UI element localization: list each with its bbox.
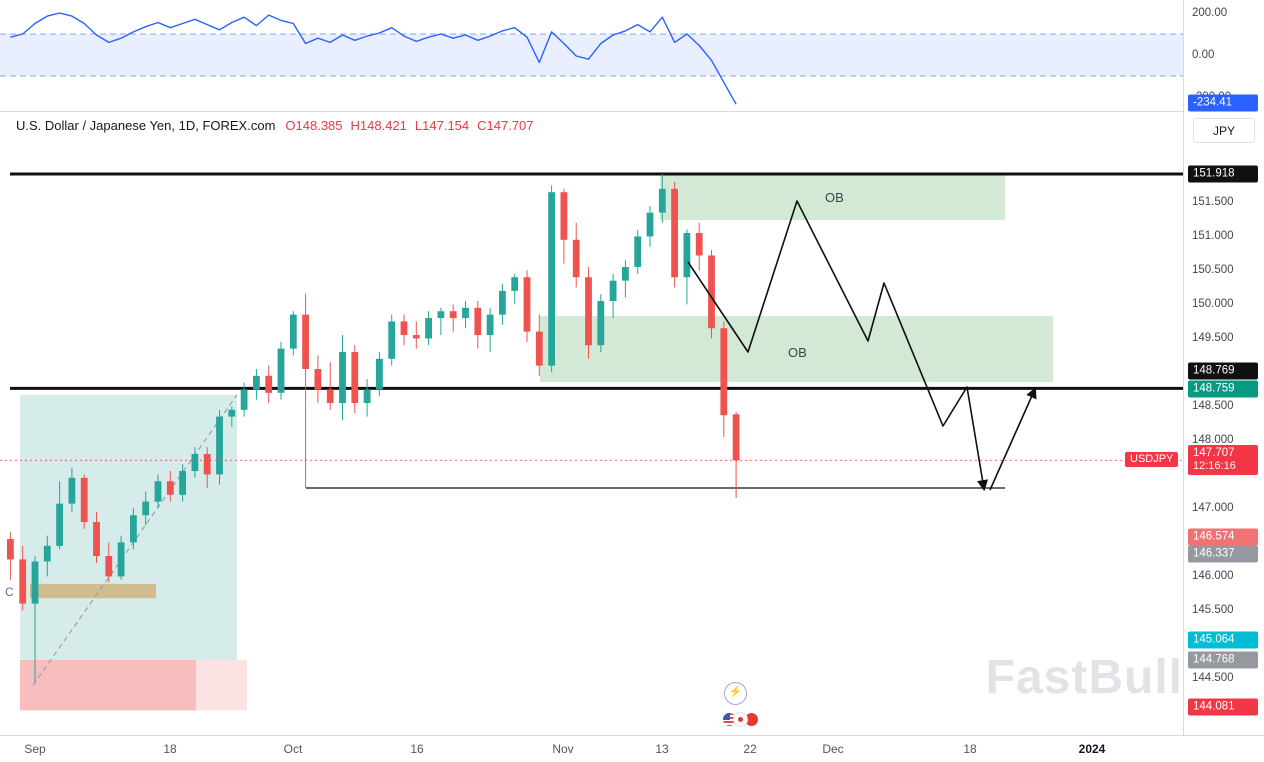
chart-legend: U.S. Dollar / Japanese Yen, 1D, FOREX.co… bbox=[16, 118, 542, 133]
price-axis-label: 150.000 bbox=[1192, 298, 1234, 311]
price-axis-label: 149.500 bbox=[1192, 332, 1234, 345]
price-axis-label: 148.000 bbox=[1192, 434, 1234, 447]
jp-flag-icon[interactable] bbox=[733, 712, 748, 727]
order-block-mid[interactable] bbox=[540, 315, 1053, 382]
time-axis-label: 2024 bbox=[1078, 742, 1106, 756]
price-line-symbol-tag: USDJPY bbox=[1125, 452, 1179, 468]
time-axis[interactable]: Sep 18 Oct 16 Nov 13 22 Dec 18 2024 bbox=[0, 735, 1264, 762]
time-axis-label: Dec bbox=[822, 742, 844, 756]
price-axis-badge: 146.574 bbox=[1188, 528, 1258, 546]
projection-path-up[interactable] bbox=[989, 386, 1037, 491]
price-axis[interactable]: JPY 200.000.00-200.00-234.41151.500151.0… bbox=[1183, 0, 1264, 735]
demand-zone[interactable] bbox=[20, 394, 237, 661]
price-axis-label: 151.500 bbox=[1192, 196, 1234, 209]
oscillator-chart[interactable] bbox=[0, 0, 1183, 112]
pane-separator[interactable] bbox=[0, 111, 1264, 112]
price-axis-label: 150.500 bbox=[1192, 264, 1234, 277]
fastbull-watermark: FastBull bbox=[985, 651, 1183, 704]
price-axis-label: 151.000 bbox=[1192, 230, 1234, 243]
price-axis-label: 146.000 bbox=[1192, 570, 1234, 583]
time-axis-label: 22 bbox=[743, 742, 757, 756]
price-axis-badge: 147.707 12:16:16 bbox=[1188, 445, 1258, 476]
time-axis-label: Oct bbox=[283, 742, 303, 756]
time-axis-label: Nov bbox=[552, 742, 574, 756]
time-axis-label: Sep bbox=[24, 742, 46, 756]
time-axis-label: 13 bbox=[655, 742, 669, 756]
ohlc-c: C147.707 bbox=[477, 118, 534, 133]
economic-event-lightning-icon[interactable]: ⚡ bbox=[724, 682, 747, 705]
stop-zone-ext[interactable] bbox=[196, 660, 247, 711]
economic-event-flags[interactable] bbox=[722, 712, 759, 727]
time-axis-label: 18 bbox=[963, 742, 977, 756]
ohlc-o: O148.385 bbox=[285, 118, 343, 133]
price-axis-label: 147.000 bbox=[1192, 502, 1234, 515]
order-block-top[interactable] bbox=[660, 174, 1005, 221]
left-edge-label: C bbox=[5, 585, 14, 599]
oscillator-line[interactable] bbox=[10, 12, 737, 105]
price-pane[interactable]: OB OB U.S. Dollar / Japanese Yen, 1D, FOR… bbox=[0, 112, 1183, 735]
stop-zone-main[interactable] bbox=[20, 660, 196, 711]
countdown-timer: 12:16:16 bbox=[1193, 460, 1236, 473]
price-axis-badge: 144.081 bbox=[1188, 698, 1258, 716]
ob-label: OB bbox=[788, 345, 807, 360]
indicator-pane[interactable] bbox=[0, 0, 1183, 112]
price-axis-badge: 144.768 bbox=[1188, 651, 1258, 669]
price-axis-badge: 148.759 bbox=[1188, 380, 1258, 398]
symbol-title: U.S. Dollar / Japanese Yen, 1D, FOREX.co… bbox=[16, 118, 276, 133]
candlestick-series[interactable] bbox=[7, 173, 740, 683]
price-axis-badge: 145.064 bbox=[1188, 631, 1258, 649]
candlestick-chart[interactable]: OB OB bbox=[0, 112, 1183, 735]
projection-path-down[interactable] bbox=[687, 200, 989, 492]
indicator-axis-label: 200.00 bbox=[1192, 7, 1228, 19]
price-axis-badge: 146.337 bbox=[1188, 545, 1258, 562]
price-axis-label: 144.500 bbox=[1192, 672, 1234, 685]
price-axis-label: 145.500 bbox=[1192, 604, 1234, 617]
tan-order-block[interactable] bbox=[30, 583, 156, 599]
indicator-value-badge: -234.41 bbox=[1188, 94, 1258, 112]
price-axis-label: 148.500 bbox=[1192, 400, 1234, 413]
price-axis-badge: 151.918 bbox=[1188, 165, 1258, 183]
time-axis-label: 16 bbox=[410, 742, 424, 756]
ohlc-values: O148.385 H148.421 L147.154 C147.707 bbox=[285, 118, 541, 133]
time-axis-label: 18 bbox=[163, 742, 177, 756]
currency-label[interactable]: JPY bbox=[1193, 118, 1255, 143]
ohlc-h: H148.421 bbox=[350, 118, 407, 133]
ohlc-l: L147.154 bbox=[414, 118, 470, 133]
price-axis-badge: 148.769 bbox=[1188, 362, 1258, 380]
ob-label: OB bbox=[825, 190, 844, 205]
indicator-axis-label: 0.00 bbox=[1192, 49, 1215, 61]
